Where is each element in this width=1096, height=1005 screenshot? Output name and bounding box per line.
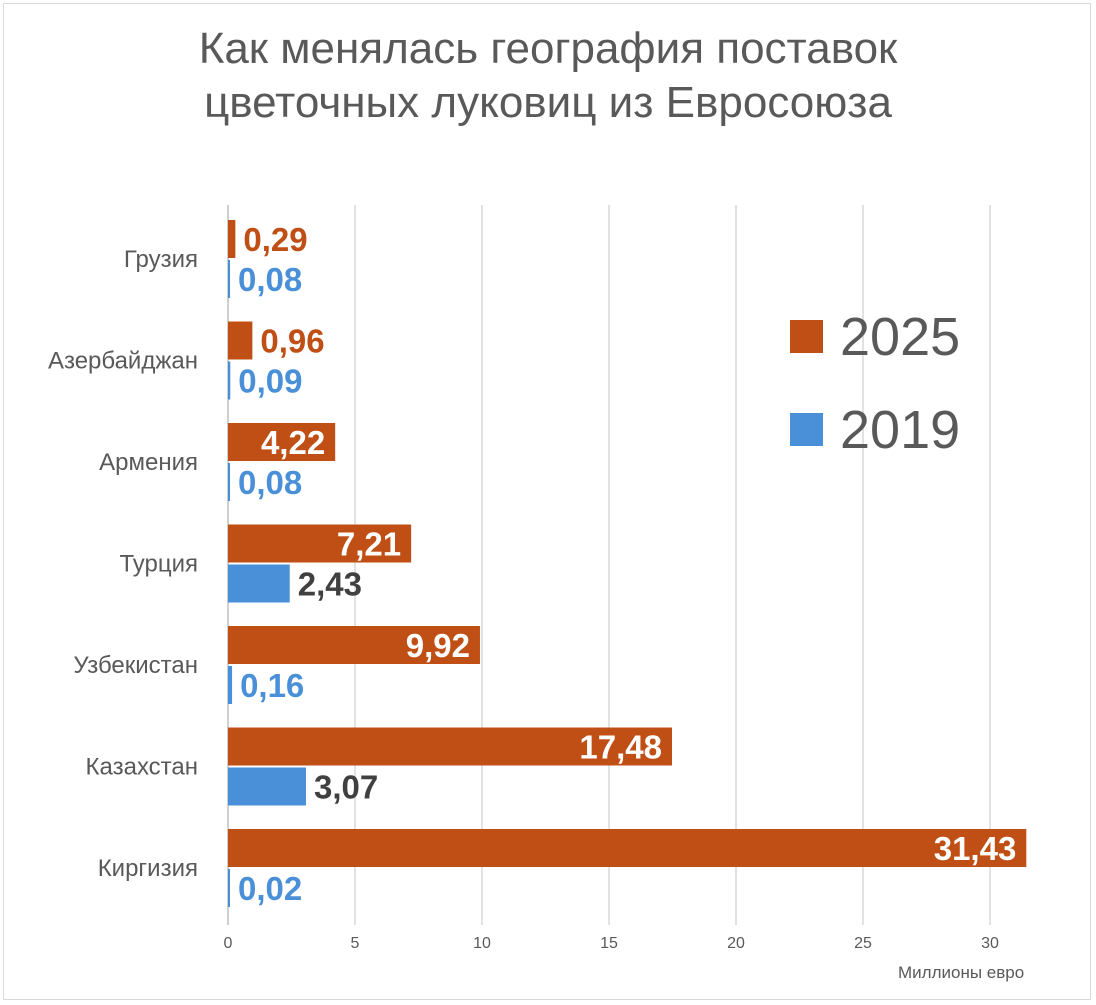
category-label: Грузия [124, 246, 198, 273]
category-label: Киргизия [98, 855, 198, 882]
data-label: 0,02 [238, 870, 302, 907]
data-label: 0,09 [238, 363, 302, 400]
bar-2025 [228, 524, 412, 563]
category-label: Казахстан [86, 754, 198, 781]
x-tick-label: 0 [224, 935, 233, 952]
x-tick-label: 5 [351, 935, 360, 952]
x-tick-label: 15 [600, 935, 618, 952]
bar-2019 [228, 767, 306, 806]
x-tick-label: 20 [727, 935, 745, 952]
bar-2025 [228, 321, 253, 360]
data-label: 31,43 [934, 830, 1017, 867]
category-label: Армения [99, 449, 198, 476]
bar-2025 [228, 727, 672, 766]
bar-2025 [228, 829, 1027, 867]
chart-title: Как менялась география поставок цветочны… [0, 22, 1096, 130]
bar-2025 [228, 626, 480, 664]
data-label: 3,07 [314, 769, 378, 806]
bar-2019 [228, 564, 290, 603]
data-label: 2,43 [298, 566, 362, 603]
data-label: 0,29 [243, 221, 307, 258]
bar-2019 [228, 666, 233, 704]
title-line-1: Как менялась география поставок [198, 24, 898, 73]
data-label: 0,08 [238, 464, 302, 501]
bar-2019 [228, 869, 230, 907]
x-axis-label: Миллионы евро [898, 963, 1025, 982]
legend-label-2019: 2019 [840, 400, 960, 460]
x-tick-label: 25 [854, 935, 872, 952]
category-label: Турция [119, 551, 198, 578]
chart-frame [3, 3, 1091, 1000]
legend-swatch-2019 [790, 413, 823, 446]
x-tick-label: 10 [473, 935, 491, 952]
category-label: Азербайджан [48, 348, 198, 375]
data-label: 0,16 [240, 667, 304, 704]
data-label: 0,96 [260, 323, 324, 360]
bar-2025 [228, 423, 336, 461]
title-line-2: цветочных луковиц из Евросоюза [204, 78, 892, 127]
legend-swatch-2025 [790, 320, 823, 353]
category-label: Узбекистан [73, 652, 198, 679]
legend-label-2025: 2025 [840, 307, 960, 367]
data-label: 7,21 [337, 526, 401, 563]
bar-2019 [228, 361, 231, 400]
data-label: 9,92 [406, 627, 470, 664]
bar-2019 [228, 260, 231, 298]
data-label: 4,22 [261, 424, 325, 461]
bar-2019 [228, 463, 231, 501]
bar-2025 [228, 220, 236, 258]
data-label: 17,48 [579, 729, 662, 766]
data-label: 0,08 [238, 261, 302, 298]
x-tick-label: 30 [981, 935, 999, 952]
